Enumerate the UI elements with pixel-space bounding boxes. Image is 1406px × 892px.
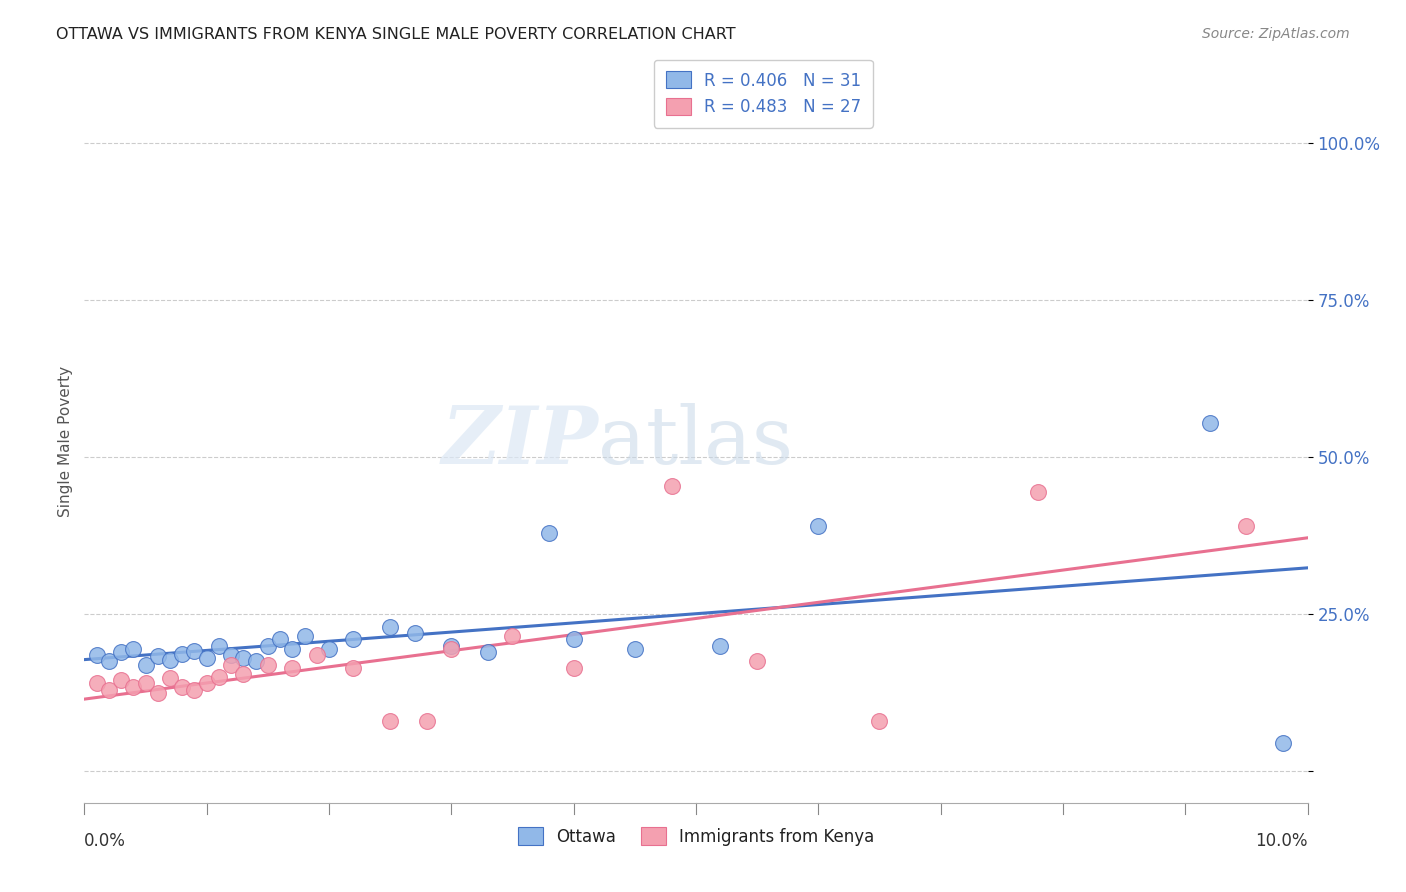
Point (624, 641, 647, 656)
Point (110, 673, 132, 688)
Text: ZIP: ZIP (441, 403, 598, 480)
Point (208, 639, 231, 653)
Point (380, 620, 402, 634)
Point (294, 629, 316, 643)
Point (159, 672, 181, 686)
Point (562, 661, 585, 675)
Point (159, 652, 181, 666)
Point (219, 657, 242, 672)
Point (172, 680, 194, 694)
Point (342, 661, 364, 675)
Text: OTTAWA VS IMMIGRANTS FROM KENYA SINGLE MALE POVERTY CORRELATION CHART: OTTAWA VS IMMIGRANTS FROM KENYA SINGLE M… (56, 27, 735, 42)
Point (747, 655, 769, 669)
Point (86, 648, 108, 662)
Point (869, 714, 891, 728)
Point (318, 641, 340, 656)
Point (502, 629, 524, 643)
Point (232, 667, 254, 681)
Text: atlas: atlas (598, 402, 793, 481)
Point (146, 649, 169, 664)
Y-axis label: Single Male Poverty: Single Male Poverty (58, 366, 73, 517)
Point (440, 639, 463, 653)
Point (342, 632, 364, 647)
Point (1198, 416, 1220, 430)
Point (245, 655, 267, 669)
Point (269, 632, 291, 647)
Point (183, 682, 205, 697)
Point (257, 657, 280, 672)
Point (562, 632, 585, 647)
Point (110, 645, 132, 659)
Point (97, 655, 120, 669)
Legend: Ottawa, Immigrants from Kenya: Ottawa, Immigrants from Kenya (510, 821, 882, 852)
Point (1236, 519, 1258, 533)
Text: 10.0%: 10.0% (1256, 831, 1308, 850)
Point (661, 478, 683, 492)
Point (122, 680, 145, 694)
Point (219, 648, 242, 662)
Point (416, 714, 439, 728)
Point (146, 686, 169, 700)
Point (135, 657, 157, 672)
Point (281, 661, 304, 675)
Point (195, 676, 218, 690)
Point (208, 670, 231, 684)
Point (477, 645, 499, 659)
Point (305, 648, 328, 662)
Point (122, 641, 145, 656)
Point (709, 639, 731, 653)
Point (538, 525, 561, 540)
Point (183, 644, 205, 658)
Point (135, 676, 157, 690)
Point (807, 519, 830, 533)
Point (281, 641, 304, 656)
Point (195, 651, 218, 665)
Point (232, 651, 254, 665)
Point (97, 682, 120, 697)
Point (1272, 736, 1295, 750)
Point (380, 714, 402, 728)
Point (86, 676, 108, 690)
Point (1028, 484, 1050, 499)
Point (404, 626, 426, 640)
Text: 0.0%: 0.0% (84, 831, 127, 850)
Point (440, 641, 463, 656)
Text: Source: ZipAtlas.com: Source: ZipAtlas.com (1202, 27, 1350, 41)
Point (257, 639, 280, 653)
Point (172, 647, 194, 661)
